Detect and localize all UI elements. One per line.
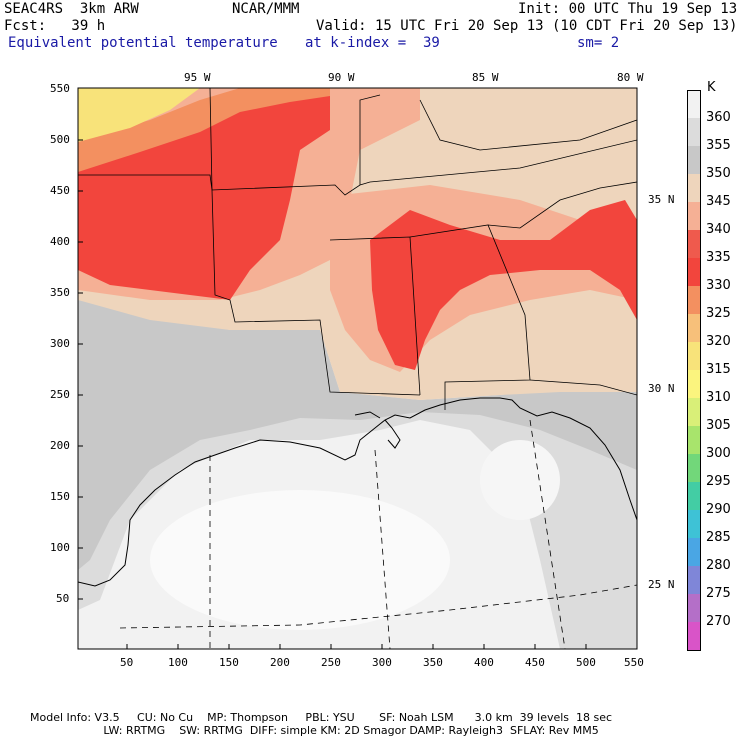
field-name: Equivalent potential temperature [8,35,278,51]
y-tick: 150 [50,490,70,503]
colorbar-swatch [687,342,701,370]
colorbar-swatch [687,566,701,594]
axis-ticks [78,139,587,649]
colorbar-swatch [687,370,701,398]
y-tick: 300 [50,337,70,350]
y-tick: 350 [50,286,70,299]
y-tick: 200 [50,439,70,452]
colorbar-unit: K [707,80,716,95]
y-tick: 400 [50,235,70,248]
map-frame [77,87,638,650]
colorbar-swatch [687,314,701,342]
ocean-near [78,300,637,570]
x-tick: 300 [372,656,392,669]
x-tick: 150 [219,656,239,669]
y-tick: 250 [50,388,70,401]
x-tick: 500 [576,656,596,669]
land-cool-corner [78,88,200,142]
x-tick: 400 [474,656,494,669]
colorbar-swatch [687,538,701,566]
valid-time: Valid: 15 UTC Fri 20 Sep 13 (10 CDT Fri … [316,18,738,34]
y-tick: 450 [50,184,70,197]
colorbar-swatch [687,286,701,314]
level-index: at k-index = 39 [305,35,440,51]
colorbar-label: 350 [706,166,731,181]
init-time: Init: 00 UTC Thu 19 Sep 13 [518,1,738,17]
colorbar-label: 315 [706,362,731,377]
colorbar-swatch [687,426,701,454]
model-info-line1: Model Info: V3.5 CU: No Cu MP: Thompson … [30,711,613,724]
x-tick: 250 [321,656,341,669]
land-mid-band [78,88,330,172]
x-tick: 550 [624,656,644,669]
x-tick: 350 [423,656,443,669]
lat-label: 35 N [648,193,675,206]
colorbar-label: 355 [706,138,731,153]
colorbar-swatch [687,510,701,538]
colorbar-label: 280 [706,558,731,573]
colorbar-swatch [687,118,701,146]
gulf-patch-east [480,440,560,520]
colorbar-swatch [687,482,701,510]
y-tick: 500 [50,133,70,146]
colorbar-label: 295 [706,474,731,489]
lon-label: 80 W [617,71,644,84]
colorbar-swatch [687,622,701,651]
colorbar-swatch [687,174,701,202]
state-borders [78,88,637,410]
model-info-line2: LW: RRTMG SW: RRTMG DIFF: simple KM: 2D … [30,724,599,737]
model-name: SEAC4RS 3km ARW [4,1,139,17]
colorbar-label: 325 [706,306,731,321]
coastline [78,397,637,587]
x-tick: 200 [270,656,290,669]
x-tick: 50 [120,656,134,669]
colorbar-label: 310 [706,390,731,405]
colorbar-label: 290 [706,502,731,517]
gulf-patch [150,490,450,630]
colorbar-swatch [687,146,701,174]
lon-label: 95 W [184,71,211,84]
colorbar-label: 330 [706,278,731,293]
lat-label: 25 N [648,578,675,591]
colorbar-swatch [687,258,701,286]
colorbar-swatch [687,202,701,230]
colorbar-label: 300 [706,446,731,461]
maritime-boundaries [119,419,637,649]
colorbar-label: 335 [706,250,731,265]
colorbar-swatch [687,90,701,119]
land-hot-east [370,200,637,370]
colorbar-label: 275 [706,586,731,601]
shaded-field [78,88,637,649]
colorbar-label: 285 [706,530,731,545]
forecast-hour: Fcst: 39 h [4,18,106,34]
x-tick: 450 [525,656,545,669]
colorbar-swatch [687,398,701,426]
y-tick: 100 [50,541,70,554]
colorbar-label: 305 [706,418,731,433]
smoothing: sm= 2 [577,35,620,51]
institution: NCAR/MMM [232,1,300,17]
y-tick: 50 [56,592,70,605]
colorbar-label: 320 [706,334,731,349]
colorbar-label: 270 [706,614,731,629]
y-tick: 550 [50,82,70,95]
lon-label: 85 W [472,71,499,84]
lat-label: 30 N [648,382,675,395]
colorbar-swatch [687,230,701,258]
land-hot-west [78,95,330,300]
colorbar-label: 345 [706,194,731,209]
colorbar-label: 340 [706,222,731,237]
colorbar-swatch [687,454,701,482]
colorbar-swatch [687,594,701,622]
x-tick: 100 [168,656,188,669]
colorbar-label: 360 [706,110,731,125]
lon-label: 90 W [328,71,355,84]
